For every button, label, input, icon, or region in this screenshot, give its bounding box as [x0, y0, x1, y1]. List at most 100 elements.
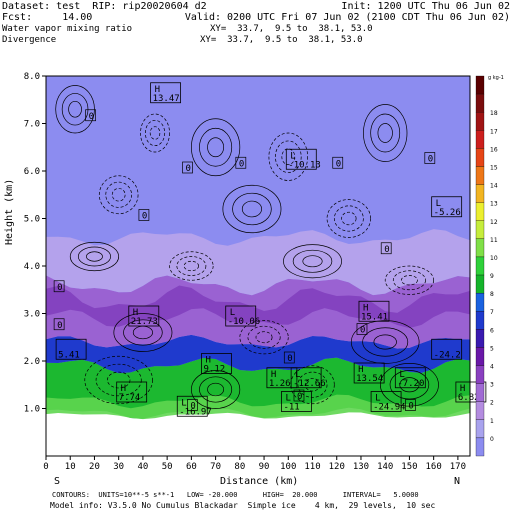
layer-low-green [46, 394, 470, 420]
colorbar-swatch [475, 130, 485, 149]
contour-label-letter: L [181, 398, 186, 408]
contour-line [95, 363, 142, 397]
contour-line [140, 113, 170, 153]
contour-line [222, 184, 282, 234]
contour-label-value: 13.47 [153, 94, 180, 104]
contour-label-value: 9.12 [203, 365, 225, 375]
contour-label: L-24.94 [370, 391, 406, 413]
contour-label-box [290, 367, 322, 389]
colorbar-level: 8 [490, 291, 494, 298]
zero-label: 0 [89, 112, 94, 122]
contour-line [232, 192, 272, 226]
colorbar-level: 18 [490, 110, 498, 117]
zero-label-box [356, 323, 368, 335]
colorbar-swatch [475, 256, 485, 276]
colorbar-swatch [475, 419, 485, 439]
colorbar-level: 15 [490, 164, 498, 171]
contour-line [247, 325, 281, 349]
header-line2-left: Fcst: 14.00 [2, 12, 93, 23]
header-line1-left: Dataset: test RIP: rip20020604 d2 [2, 1, 207, 12]
contour-line [98, 175, 139, 215]
contour-line [304, 378, 321, 392]
contour-line [281, 148, 296, 166]
y-tick-label: 8.0 [24, 72, 40, 82]
contour-label: L-10.06 [225, 305, 260, 327]
contour-line [401, 275, 418, 286]
contour-label-value: 13.54 [356, 374, 383, 384]
south-end-label: S [54, 476, 61, 487]
y-axis-label: Height (km) [4, 178, 15, 245]
x-tick-label: 0 [43, 462, 48, 472]
contour-line [290, 365, 335, 405]
contour-line [302, 255, 323, 268]
contour-line [69, 241, 120, 272]
contour-line [68, 100, 82, 118]
contour-line [84, 355, 153, 405]
contour-label-letter: H [121, 384, 126, 394]
contour-label: L-7.20 [394, 367, 426, 389]
contour-line [373, 334, 397, 350]
colorbar-level: 1 [490, 418, 494, 425]
colorbar-level: 7 [490, 309, 494, 316]
contour-line [380, 363, 439, 407]
contour-label-box [225, 305, 257, 327]
colorbar-level: 13 [490, 201, 498, 208]
contour-line [283, 244, 342, 279]
x-tick-label: 130 [353, 462, 369, 472]
colorbar-level: 14 [490, 183, 498, 190]
contour-label: 5.41 [55, 338, 87, 360]
contour-line [370, 113, 401, 153]
x-tick-label: 110 [304, 462, 320, 472]
contour-label-value: -24.94 [373, 403, 406, 413]
contour-label-letter: L [399, 370, 404, 380]
zero-label-box [85, 109, 96, 122]
contour-label-box [150, 82, 182, 104]
zero-label: 0 [287, 354, 292, 364]
contour-line [61, 93, 89, 126]
contour-line [341, 211, 357, 226]
contour-label-letter: L [295, 370, 300, 380]
contour-line [377, 123, 393, 143]
contour-label-letter: H [155, 85, 160, 95]
zero-label: 0 [190, 402, 195, 412]
x-tick-label: 40 [137, 462, 148, 472]
contour-label: L-5.26 [431, 196, 463, 218]
divergence-contours [55, 85, 439, 409]
colorbar-swatch [475, 365, 485, 384]
contour-line [363, 104, 408, 162]
contour-label-letter: H [358, 365, 363, 375]
contour-line [111, 188, 126, 202]
zero-label-box [405, 399, 416, 411]
header-line3-left: Water vapor mixing ratio [2, 24, 133, 34]
contour-label-box [281, 391, 312, 412]
colorbar-swatch [475, 112, 485, 131]
colorbar-swatch [475, 347, 485, 366]
contour-label: H21.73 [128, 305, 160, 327]
zero-label-box [293, 389, 305, 402]
contour-line [176, 256, 207, 276]
contour-line [183, 260, 199, 272]
colorbar-swatch [475, 238, 485, 258]
zero-label-box [380, 242, 392, 255]
north-end-label: N [454, 476, 461, 487]
contour-label-box [128, 305, 160, 327]
contour-label-box [285, 148, 317, 170]
contour-label: L-11 [281, 391, 312, 413]
contour-line [362, 327, 409, 357]
zero-label-box [187, 399, 198, 411]
zero-label: 0 [297, 392, 302, 402]
contour-line [384, 265, 435, 295]
x-tick-label: 30 [113, 462, 124, 472]
x-tick-label: 10 [65, 462, 76, 472]
contour-label: -24.2 [431, 338, 463, 360]
colorbar-swatch [475, 220, 485, 240]
contour-line [207, 137, 225, 158]
contour-label-letter: H [205, 356, 210, 366]
contour-label: H9.12 [201, 353, 232, 375]
colorbar-level: 17 [490, 128, 498, 135]
y-tick-label: 2.0 [24, 357, 40, 367]
contour-line [199, 376, 233, 403]
contour-label-box [353, 362, 385, 384]
contour-label: H1.26 [266, 367, 298, 389]
